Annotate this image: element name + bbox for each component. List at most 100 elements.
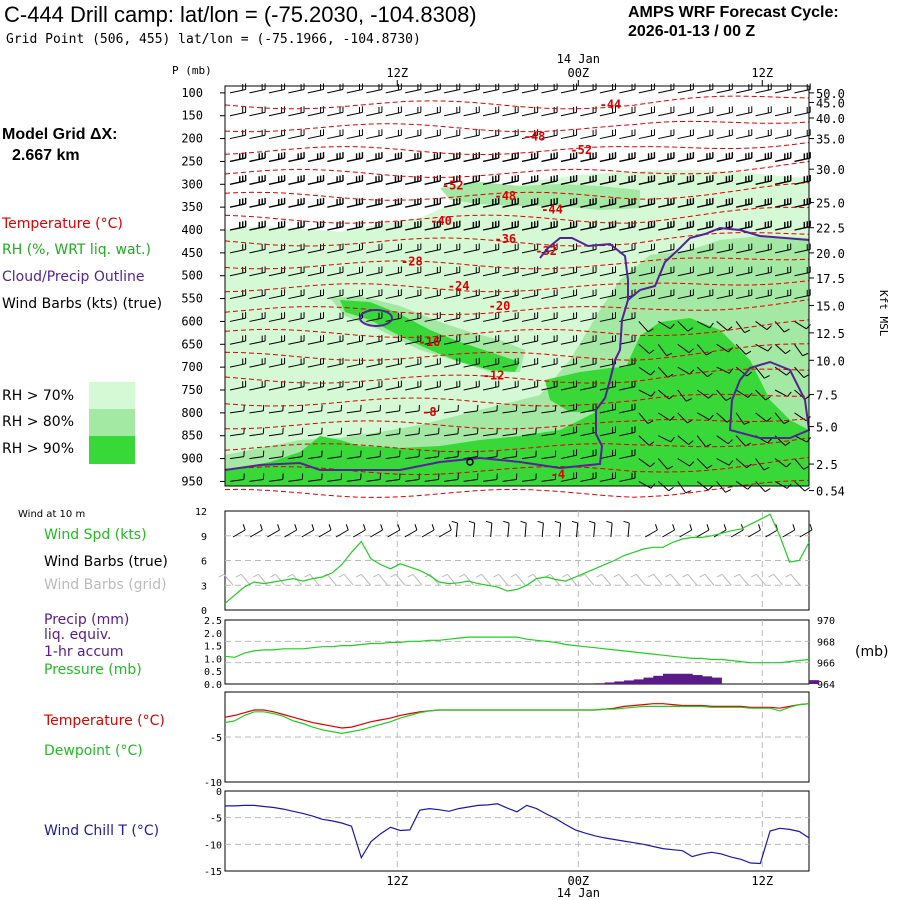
wind-barb [677,266,694,277]
wind10m-ytick: 0 [201,606,207,617]
wind-barb [580,312,597,322]
wind-barb-feather [667,465,673,470]
wind-barb [405,152,422,163]
wind-barb-staff [249,529,263,538]
wind-barb [735,174,753,185]
wind-barb [560,357,578,368]
pressure-tick-label: 750 [181,383,203,397]
wind-barb [268,197,286,208]
wind-barb [268,450,284,460]
chart-title: C-444 Drill camp: lat/lon = (-75.2030, -… [4,2,477,27]
pressure-tick-label: 300 [181,177,203,191]
wind-barb [697,289,714,300]
wind-barb [249,197,266,208]
wind-barb [794,83,811,94]
wind-barb-staff [249,410,264,414]
wind-barb [444,380,461,391]
wind-barb [599,472,617,482]
wind-barb [482,243,500,254]
wind-barb-staff [721,573,732,586]
pressure-tick-label: 900 [181,452,203,466]
wind-barb-feather [328,524,332,531]
wind-barb-staff [696,366,708,378]
wind-barb-feather [746,463,752,469]
windchill-panel: 0 -5 -10 -15 12Z 00Z 12Z 14 Jan [204,787,810,900]
wind-barb [229,450,245,460]
wind-barb [677,220,695,231]
wind-barb [521,312,539,322]
bottom-time-label: 00Z [567,874,589,888]
wind-barb [696,524,710,538]
wind-barb-staff [696,412,710,421]
wind-barb [658,106,675,117]
wind-barb-staff [576,523,579,538]
wind-barb-feather [804,487,810,492]
wind-barb [346,357,363,368]
wind-barb-feather [252,573,259,578]
temperature-contour-label: -12 [483,368,505,382]
wind-barb [385,289,402,300]
wind-barb [785,573,801,586]
wind-barb-feather [709,414,714,420]
pressure-unit: (mb) [855,644,889,660]
wind-barb [596,573,612,586]
wind-barb [658,266,675,277]
temperature-contours: -44-48-52-52-48-44-40-36-32-28-24-20-16-… [224,95,810,498]
rh-90-upper [340,300,520,372]
wind-barb [463,357,480,368]
temperature-contour [224,161,810,178]
wind-barb-staff [716,343,729,353]
wind-barb-feather [579,573,585,578]
wind-barb-staff [498,573,509,586]
wind-barb-staff [716,458,730,466]
wind-barb [385,83,402,94]
wind10m-ytick: 9 [201,532,207,543]
wind-barb [232,524,246,538]
wind-barb-feather [503,520,510,524]
wind-barb [697,106,714,117]
pressure-label: Pressure (mb) [44,662,142,678]
wind-barb [541,357,558,368]
wind-barb-staff [774,458,787,468]
wind-barb-staff [327,433,342,437]
wind-barb [288,152,305,163]
wind-barb-feather [510,573,517,578]
wind-barb [404,524,418,538]
wind-barb-staff [638,435,650,446]
wind-barb-staff [404,529,418,538]
wind-barb [697,83,714,94]
wind-barb [346,129,363,140]
wind-barb-staff [385,456,400,460]
pressure-tick-label: 250 [181,154,203,168]
wind-barb-staff [268,478,283,482]
wind-barb [424,197,442,208]
cloud-outline-main [224,226,810,471]
temperature-contour [224,141,810,155]
wind-barb [580,129,597,140]
wind-barb [736,129,753,140]
wind-barb [249,427,265,437]
wind-barb-staff [638,480,652,489]
wind-barb [697,266,714,277]
model-grid-value: 2.667 km [12,147,80,164]
wind-barb-staff [444,433,459,437]
wind-barb [249,334,266,345]
wind-barb [750,573,766,586]
wind-barb [599,266,617,277]
wind-barb [307,473,323,482]
wind-barb-staff [385,478,400,482]
wind-barb [774,174,792,185]
wind-barb [665,573,680,586]
wind-barb [619,129,636,140]
windchill-line [225,803,810,865]
height-tick-label: 35.0 [816,133,845,147]
wind-barb-feather [768,573,774,578]
pressure-tick-label: 650 [181,337,203,351]
wind-barb-feather [785,349,791,355]
wind-barb [268,473,284,482]
wind-barb [782,524,796,538]
precip-ytick: 1.0 [204,654,222,665]
model-grid-title: Model Grid ΔX: [2,126,118,143]
wind-barb [502,83,519,94]
wind-barb [463,106,480,117]
